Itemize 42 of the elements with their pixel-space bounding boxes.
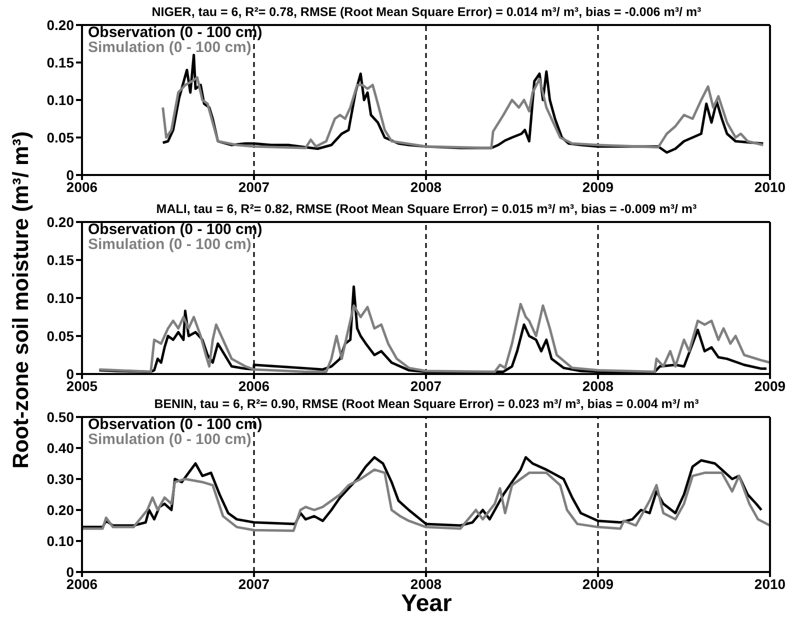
y-tick-label: 0.10 [46,532,74,549]
y-tick-label: 0.30 [46,470,74,487]
y-tick-label: 0.10 [46,290,74,306]
y-tick-label: 0.05 [46,328,74,344]
text: Observation (0 - 100 cm) [88,221,262,238]
y-tick-label: 0.40 [46,440,74,456]
x-tick-label: 2008 [410,178,442,195]
y-tick-label: 0 [66,564,74,580]
x-tick-label: 2007 [410,378,442,394]
y-tick-label: 0.20 [46,16,74,33]
y-tick-label: 0 [66,366,74,382]
chart-title: NIGER, tau = 6, R²= 0.78, RMSE (Root Mean Square Error) = 0.014 m³/ m³, bias = -0.006 m³/ m³ [152,5,702,19]
y-tick-label: 0.20 [46,502,74,518]
y-axis-title: Root-zone soil moisture (m³/ m³) [8,130,34,471]
y-tick-label: 0 [66,166,74,183]
chart-title: BENIN, tau = 6, R²= 0.90, RMSE (Root Mean Square Error) = 0.023 m³/ m³, bias = 0.004 m³/ m³ [154,397,699,411]
x-tick-label: 2006 [238,378,270,394]
x-tick-label: 2007 [238,178,270,195]
y-tick-label: 0.20 [46,214,74,230]
text: Simulation (0 - 100 cm) [88,236,252,253]
series-label: Observation (0 - 100 cm) [88,24,262,41]
y-tick-label: 0.50 [46,408,74,425]
x-tick-label: 2009 [582,576,614,592]
line-series [162,76,764,150]
x-tick-label: 2008 [410,576,442,592]
y-tick-label: 0.15 [46,54,74,70]
text: Observation (0 - 100 cm) [88,416,262,433]
y-tick-label: 0.15 [46,252,74,268]
x-tick-label: 2010 [754,576,786,592]
text: Simulation (0 - 100 cm) [88,431,252,448]
x-tick-label: 2009 [754,378,786,394]
x-tick-label: 2008 [582,378,614,394]
y-tick-label: 0.05 [46,129,74,146]
chart-title: MALI, tau = 6, R²= 0.82, RMSE (Root Mean Square Error) = 0.015 m³/ m³, bias = -0.009 m³/ m³ [156,202,697,216]
line-series [98,302,770,373]
x-tick-label: 2010 [754,178,786,195]
text: Simulation (0 - 100 cm) [88,39,252,56]
x-axis-title: Year [400,590,453,618]
y-tick-label: 0.10 [46,92,74,108]
line-series [82,468,770,532]
x-tick-label: 2007 [238,576,270,592]
x-tick-label: 2009 [582,178,614,195]
